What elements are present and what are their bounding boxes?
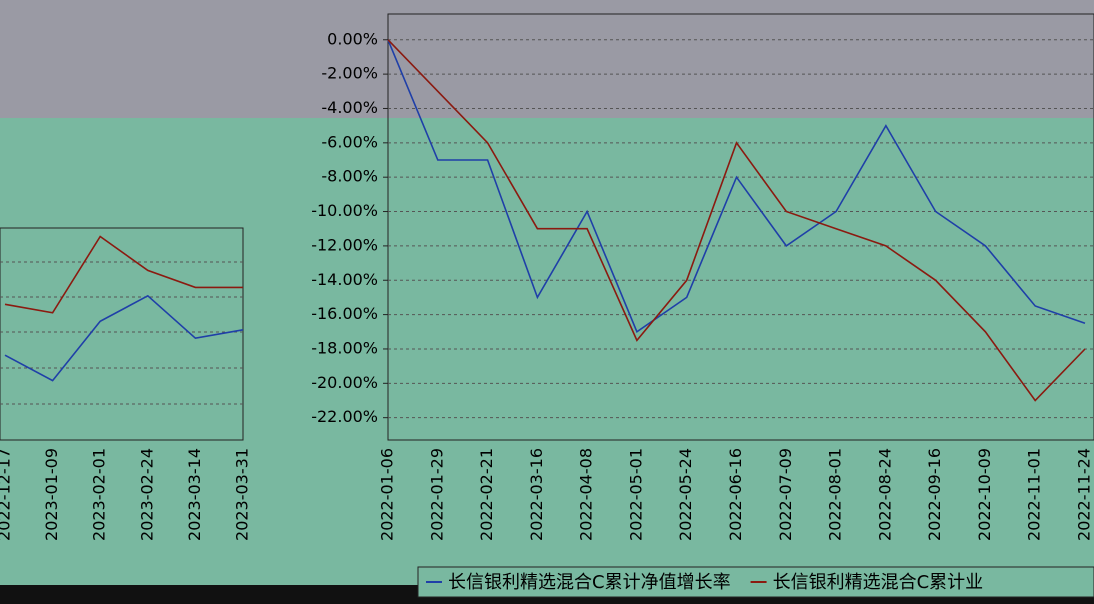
x-tick-label: 2022-03-16 <box>527 448 546 541</box>
x-tick-label: 2022-11-24 <box>1075 448 1094 541</box>
y-tick-label: -12.00% <box>311 235 378 254</box>
x-tick-label: 2022-01-29 <box>427 448 446 541</box>
x-tick-label: 2022-05-01 <box>626 448 645 541</box>
x-tick-label: 2022-10-09 <box>975 448 994 541</box>
x-tick-label: 2023-01-09 <box>42 448 61 541</box>
x-tick-label: 2023-03-31 <box>233 448 252 541</box>
y-tick-label: -2.00% <box>321 64 378 83</box>
x-tick-label: 2022-09-16 <box>925 448 944 541</box>
y-tick-label: -22.00% <box>311 407 378 426</box>
x-tick-label: 2023-03-14 <box>185 448 204 541</box>
y-tick-label: -20.00% <box>311 373 378 392</box>
x-tick-label: 2022-07-09 <box>776 448 795 541</box>
x-tick-label: 2022-02-21 <box>477 448 496 541</box>
page: {"chart_data": [ {"type": "line", "categ… <box>0 0 1094 604</box>
y-tick-label: -18.00% <box>311 338 378 357</box>
x-tick-label: 2022-11-01 <box>1025 448 1044 541</box>
top-band <box>0 0 1094 118</box>
x-tick-label: 2022-08-24 <box>875 448 894 541</box>
y-tick-label: -16.00% <box>311 304 378 323</box>
y-tick-label: -4.00% <box>321 98 378 117</box>
x-tick-label: 2023-02-24 <box>137 448 156 541</box>
chart: 0.00% -2.00% -4.00% -6.00% -8.00% -10.00% -12.… <box>0 0 1094 604</box>
x-tick-label: 2023-02-01 <box>90 448 109 541</box>
x-tick-label: 2022-06-16 <box>726 448 745 541</box>
x-tick-label: 2022-08-01 <box>826 448 845 541</box>
x-tick-label: 2022-01-06 <box>378 448 397 541</box>
y-tick-label: -8.00% <box>321 167 378 186</box>
x-tick-label: 2022-12-17 <box>0 448 14 541</box>
y-tick-label: -6.00% <box>321 132 378 151</box>
y-tick-label: -10.00% <box>311 201 378 220</box>
inset-plot <box>0 228 243 440</box>
x-tick-label: 2022-05-24 <box>676 448 695 541</box>
legend-label: 长信银利精选混合C累计净值增长率 <box>448 572 731 593</box>
x-tick-label: 2022-04-08 <box>577 448 596 541</box>
legend-label: 长信银利精选混合C累计业 <box>773 572 984 593</box>
y-tick-label: -14.00% <box>311 270 378 289</box>
y-tick-label: 0.00% <box>327 29 378 48</box>
